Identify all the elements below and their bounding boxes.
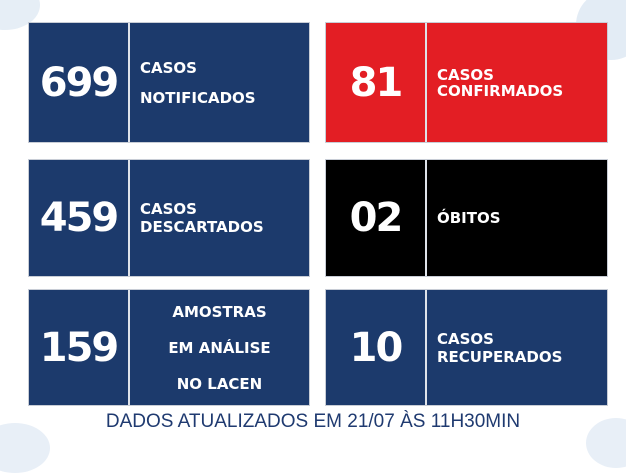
card-label: EM ANÁLISE — [168, 338, 271, 357]
card-label: ÓBITOS — [437, 208, 501, 227]
card-confirmed-cases: 81 CASOS CONFIRMADOS — [325, 22, 608, 143]
card-value: 459 — [29, 160, 130, 276]
card-label: CASOS — [140, 58, 197, 77]
card-label: AMOSTRAS — [172, 302, 267, 321]
card-deaths: 02 ÓBITOS — [325, 159, 608, 277]
card-label: CASOS — [437, 65, 494, 84]
card-label: CONFIRMADOS — [437, 81, 564, 100]
card-value: 159 — [29, 290, 130, 405]
card-label: NOTIFICADOS — [140, 88, 256, 107]
card-value: 699 — [29, 23, 130, 142]
card-label: NO LACEN — [176, 374, 263, 393]
card-value: 02 — [326, 160, 427, 276]
card-value: 10 — [326, 290, 427, 405]
update-note: DADOS ATUALIZADOS EM 21/07 ÀS 11H30MIN — [105, 411, 521, 432]
card-label: CASOS — [140, 200, 197, 218]
card-samples-in-analysis: 159 AMOSTRAS EM ANÁLISE NO LACEN — [28, 289, 310, 406]
card-label: CASOS — [437, 329, 494, 348]
card-value: 81 — [326, 23, 427, 142]
card-label: DESCARTADOS — [140, 218, 264, 236]
card-label: RECUPERADOS — [437, 347, 563, 366]
card-recovered-cases: 10 CASOS RECUPERADOS — [325, 289, 608, 406]
card-notified-cases: 699 CASOS NOTIFICADOS — [28, 22, 310, 143]
card-discarded-cases: 459 CASOS DESCARTADOS — [28, 159, 310, 277]
